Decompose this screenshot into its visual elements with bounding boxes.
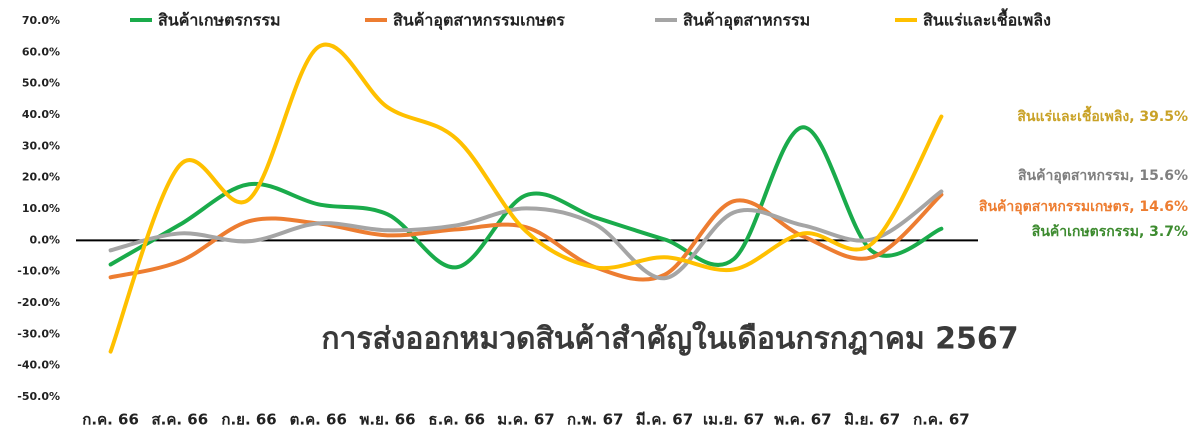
- x-tick-label: มี.ค. 67: [636, 411, 693, 429]
- x-tick-label: พ.ค. 67: [774, 411, 831, 429]
- y-tick-label: 40.0%: [22, 108, 60, 121]
- end-label: สินแร่และเชื้อเพลิง, 39.5%: [1017, 105, 1188, 125]
- chart-title: การส่งออกหมวดสินค้าสำคัญในเดือนกรกฎาคม 2…: [321, 321, 1018, 357]
- y-tick-label: 0.0%: [29, 233, 60, 246]
- series-line: [108, 192, 944, 282]
- end-label: สินค้าอุตสาหกรรมเกษตร, 14.6%: [978, 199, 1188, 215]
- x-tick-label: ส.ค. 66: [152, 411, 209, 429]
- y-tick-label: 20.0%: [22, 171, 60, 184]
- y-tick-label: 60.0%: [22, 45, 60, 58]
- y-tick-label: -50.0%: [17, 390, 60, 403]
- legend-label: สินค้าอุตสาหกรรม: [683, 11, 810, 31]
- y-tick-label: -40.0%: [17, 359, 60, 372]
- series-line: [108, 42, 944, 354]
- x-tick-label: ก.พ. 67: [567, 411, 623, 429]
- x-tick-label: ธ.ค. 66: [428, 411, 485, 429]
- end-label: สินค้าเกษตรกรรม, 3.7%: [1031, 224, 1188, 240]
- y-tick-label: 50.0%: [22, 77, 60, 90]
- x-tick-label: ก.ค. 66: [82, 411, 139, 429]
- end-label: สินค้าอุตสาหกรรม, 15.6%: [1018, 168, 1188, 184]
- x-tick-label: ม.ค. 67: [497, 411, 554, 429]
- x-tick-label: ก.ย. 66: [221, 411, 276, 429]
- y-tick-label: -20.0%: [17, 296, 60, 309]
- x-tick-label: เม.ย. 67: [703, 411, 764, 429]
- y-tick-label: 70.0%: [22, 14, 60, 27]
- y-tick-label: 10.0%: [22, 202, 60, 215]
- x-tick-label: มิ.ย. 67: [844, 411, 900, 429]
- y-tick-label: 30.0%: [22, 139, 60, 152]
- y-tick-label: -10.0%: [17, 265, 60, 278]
- x-tick-label: พ.ย. 66: [359, 411, 415, 429]
- y-tick-label: -30.0%: [17, 327, 60, 340]
- x-tick-label: ต.ค. 66: [290, 411, 347, 429]
- legend-label: สินค้าอุตสาหกรรมเกษตร: [393, 11, 565, 31]
- legend-label: สินแร่และเชื้อเพลิง: [923, 8, 1051, 30]
- legend-label: สินค้าเกษตรกรรม: [158, 11, 281, 30]
- series-line: [108, 189, 944, 281]
- x-tick-label: ก.ค. 67: [913, 411, 970, 429]
- series-line: [108, 125, 944, 270]
